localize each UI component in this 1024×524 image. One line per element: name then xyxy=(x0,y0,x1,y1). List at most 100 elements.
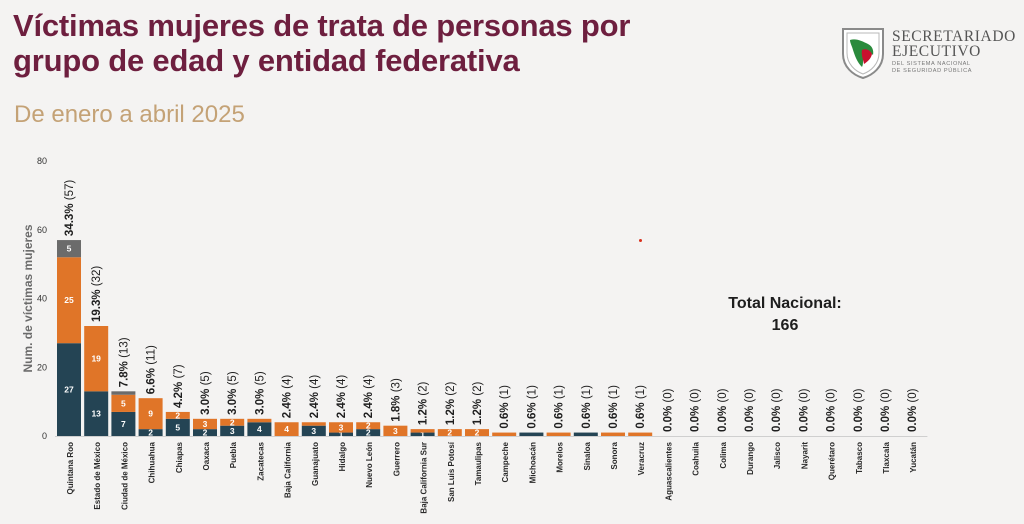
percent-label: 0.0% xyxy=(853,406,865,432)
percent-label: 0.6% xyxy=(554,402,566,428)
count-label: (2) xyxy=(418,381,430,398)
count-label: (5) xyxy=(200,371,212,388)
percent-label: 0.0% xyxy=(771,406,783,432)
bar-total-label: 19.3% (32) xyxy=(91,266,103,322)
x-category-label: Tabasco xyxy=(855,442,864,474)
segment-value-label: 2 xyxy=(230,417,235,427)
bar-total-label: 0.0% (0) xyxy=(880,388,892,432)
x-category-label: Zacatecas xyxy=(256,441,265,480)
x-category-label: Hidalgo xyxy=(338,442,347,471)
bar-segment xyxy=(57,240,81,258)
bar-total-label: 0.6% (1) xyxy=(526,385,538,429)
bar-total-label: 0.6% (1) xyxy=(554,385,566,429)
logo-subtitle: DEL SISTEMA NACIONAL DE SEGURIDAD PÚBLIC… xyxy=(892,61,972,75)
bar-segment xyxy=(111,394,136,412)
bar-total-label: 2.4% (4) xyxy=(282,375,294,419)
segment-value-label: 3 xyxy=(393,426,398,436)
y-tick-label: 60 xyxy=(37,225,47,235)
bar-total-label: 0.0% (0) xyxy=(826,388,838,432)
count-label: (4) xyxy=(309,375,321,392)
x-category-label: Coahuila xyxy=(692,441,701,475)
x-category-label: Chihuahua xyxy=(148,441,157,483)
x-category-label: Tlaxcala xyxy=(882,441,891,473)
y-axis-label: Num. de víctimas mujeres xyxy=(21,224,35,372)
percent-label: 2.4% xyxy=(336,392,348,418)
x-category-label: Ciudad de México xyxy=(120,442,129,510)
count-label: (4) xyxy=(282,375,294,392)
count-label: (3) xyxy=(390,378,402,395)
segment-value-label: 3 xyxy=(203,419,208,429)
x-category-label: Sinaloa xyxy=(583,441,592,470)
bar-segment xyxy=(356,422,381,430)
x-category-label: San Luis Potosí xyxy=(447,441,456,502)
bar-segment xyxy=(247,418,272,423)
percent-label: 3.0% xyxy=(200,389,212,415)
count-label: (2) xyxy=(472,381,484,398)
total-nacional-value: 166 xyxy=(771,317,799,334)
percent-label: 0.6% xyxy=(526,402,538,428)
percent-label: 7.8% xyxy=(118,361,130,387)
y-tick-label: 20 xyxy=(37,362,47,372)
logo-name-line1: SECRETARIADO xyxy=(892,28,1016,45)
logo-name: SECRETARIADO EJECUTIVO xyxy=(892,28,1016,60)
bar-segment xyxy=(247,422,272,436)
bar-segment xyxy=(410,432,435,436)
logo-name-line2: EJECUTIVO xyxy=(892,43,981,60)
y-tick-label: 40 xyxy=(37,294,47,304)
bar-segment xyxy=(410,429,435,433)
segment-value-label: 7 xyxy=(121,419,126,429)
count-label: (0) xyxy=(744,388,756,405)
percent-label: 0.6% xyxy=(635,402,647,428)
percent-label: 0.6% xyxy=(499,402,511,428)
segment-value-label: 1 xyxy=(339,429,344,439)
bar-segment xyxy=(165,418,190,436)
segment-value-label: 4 xyxy=(284,424,289,434)
count-label: (4) xyxy=(363,375,375,392)
count-label: (0) xyxy=(717,388,729,405)
segment-value-label: 19 xyxy=(91,354,101,364)
percent-label: 3.0% xyxy=(227,389,239,415)
bar-total-label: 2.4% (4) xyxy=(336,375,348,419)
count-label: (0) xyxy=(880,388,892,405)
count-label: (2) xyxy=(445,381,457,398)
count-label: (0) xyxy=(798,388,810,405)
bar-segment xyxy=(329,422,353,433)
bar-total-label: 0.6% (1) xyxy=(608,385,620,429)
count-label: (57) xyxy=(64,180,76,204)
bar-total-label: 1.2% (2) xyxy=(418,381,430,425)
x-category-label: Morelos xyxy=(556,441,565,472)
bar-segment xyxy=(193,418,217,430)
bar-segment xyxy=(57,343,81,436)
bar-total-label: 1.2% (2) xyxy=(472,381,484,425)
count-label: (0) xyxy=(907,388,919,405)
bar-total-label: 0.0% (0) xyxy=(662,388,674,432)
x-category-label: Jalisco xyxy=(773,442,782,469)
bar-total-label: 3.0% (5) xyxy=(254,371,266,415)
count-label: (1) xyxy=(581,385,593,402)
count-label: (11) xyxy=(146,345,158,368)
x-category-label: Oaxaca xyxy=(202,441,211,470)
x-category-label: Nuevo León xyxy=(365,442,374,488)
bar-total-label: 2.4% (4) xyxy=(363,375,375,419)
bar-total-label: 0.6% (1) xyxy=(499,385,511,429)
percent-label: 2.4% xyxy=(363,392,375,418)
segment-value-label: 4 xyxy=(257,424,262,434)
x-category-label: Guerrero xyxy=(392,442,401,476)
percent-label: 0.0% xyxy=(690,406,702,432)
segment-value-label: 2 xyxy=(447,428,452,438)
x-category-label: Puebla xyxy=(229,441,238,468)
bar-total-label: 0.0% (0) xyxy=(690,388,702,432)
y-tick-label: 80 xyxy=(37,156,47,166)
percent-label: 0.0% xyxy=(798,406,810,432)
percent-label: 1.2% xyxy=(472,399,484,425)
segment-value-label: 9 xyxy=(148,409,153,419)
segment-value-label: 27 xyxy=(64,385,74,395)
x-category-label: Veracruz xyxy=(637,442,646,475)
shield-emblem-icon xyxy=(842,28,884,80)
bar-segment xyxy=(274,422,299,436)
bar-segment xyxy=(465,429,489,436)
bar-segment xyxy=(193,429,217,436)
percent-label: 2.4% xyxy=(282,392,294,418)
percent-label: 0.0% xyxy=(744,406,756,432)
